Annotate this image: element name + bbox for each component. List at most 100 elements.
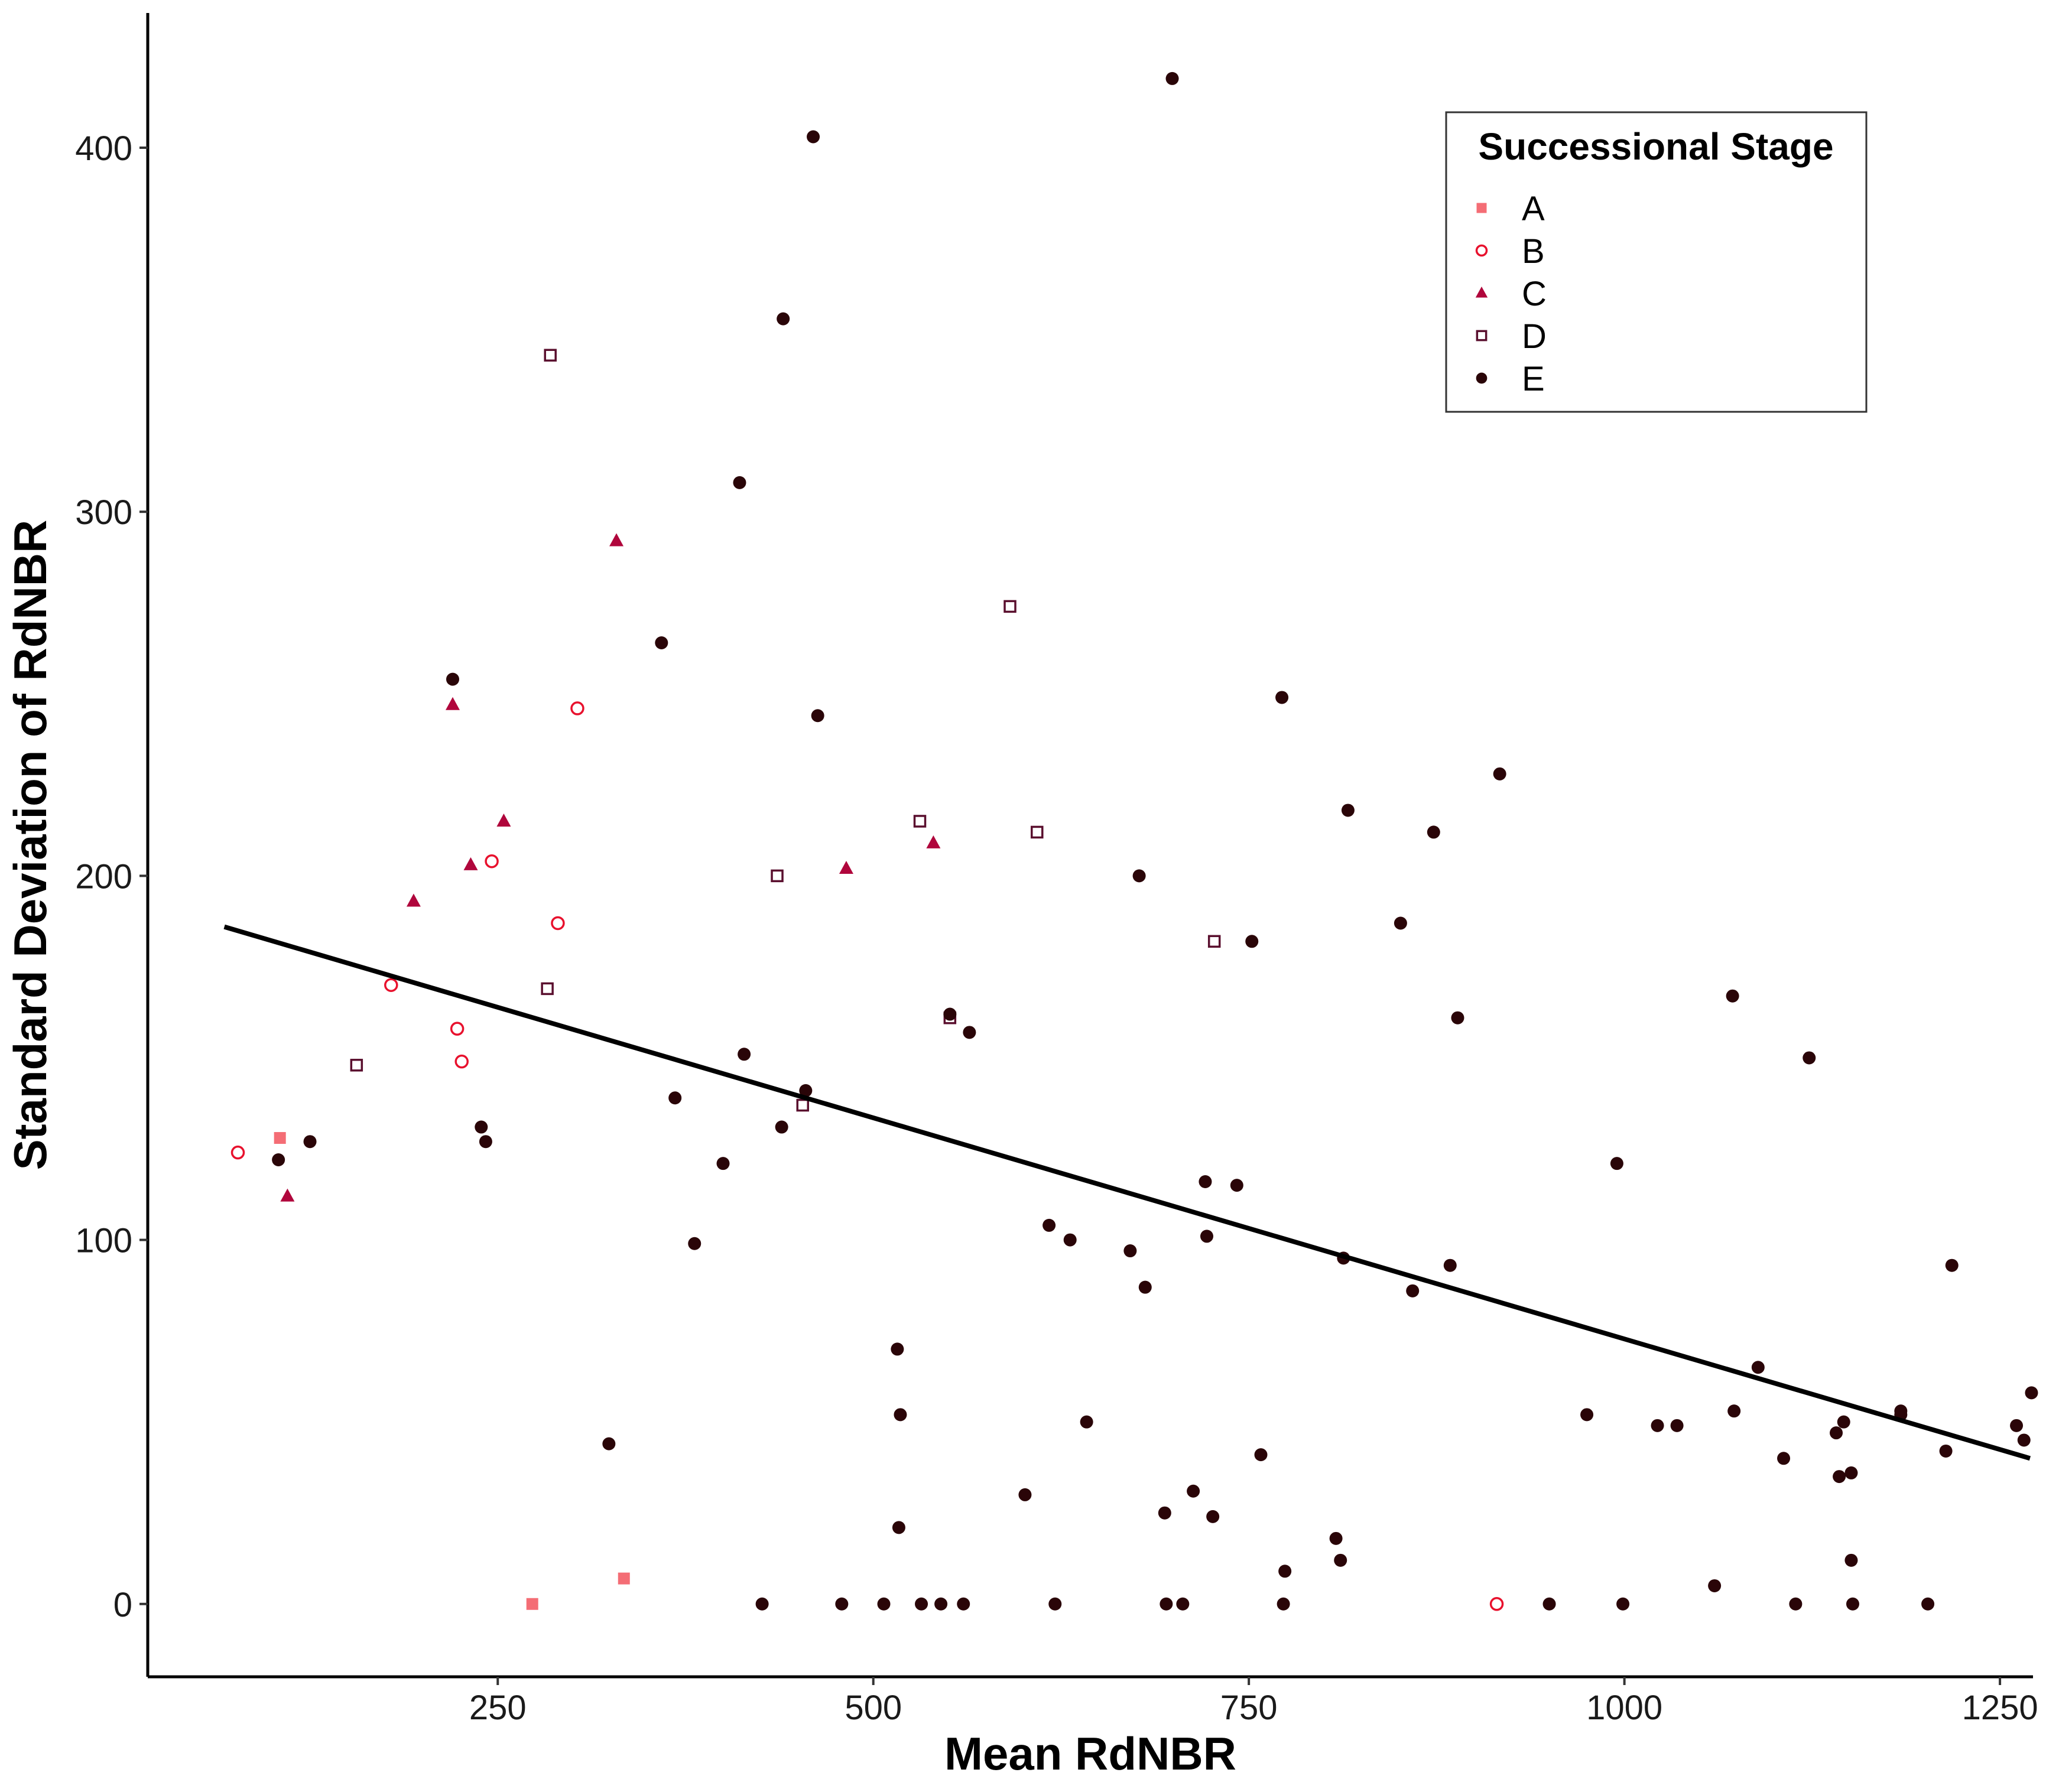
data-point-b [454,1054,469,1069]
data-point-e [1542,1597,1556,1611]
data-point-e [2017,1433,2031,1447]
data-point-e [688,1237,702,1250]
data-point-e [1616,1597,1630,1611]
data-point-e [1580,1408,1594,1422]
data-point-e [475,1120,488,1134]
x-tick-label: 250 [469,1689,527,1727]
data-point-e [303,1135,317,1149]
data-point-e [807,130,820,144]
legend-item-d: D [1476,317,1547,356]
x-tick-label: 750 [1220,1689,1278,1727]
data-point-c [839,861,853,874]
data-point-c [496,813,511,827]
data-point-e [716,1157,730,1170]
data-point-e [891,1342,904,1356]
data-point-e [1187,1484,1200,1498]
data-point-e [1063,1233,1077,1247]
data-point-e [1080,1415,1093,1429]
y-axis-title: Standard Deviation of RdNBR [4,520,56,1170]
axes [146,13,2033,1679]
data-point-b [1489,1597,1504,1611]
data-point-e [1138,1280,1152,1294]
data-point-e [1651,1419,1664,1432]
data-point-e [1334,1553,1347,1567]
data-point-b [551,916,565,931]
legend-label: B [1522,232,1545,271]
data-point-e [446,672,459,686]
data-point-e [1844,1553,1858,1567]
data-point-c [926,835,941,848]
data-point-e [755,1597,769,1611]
data-point-e [1206,1510,1220,1523]
data-point-d [1003,600,1016,613]
data-point-e [1833,1470,1846,1484]
series-b [230,701,1504,1611]
data-point-e [1254,1448,1268,1462]
data-point-e [1341,804,1355,817]
data-point-e [1846,1597,1859,1611]
data-point-e [963,1026,976,1039]
data-point-e [1406,1284,1420,1297]
data-point-b [384,978,398,992]
data-point-e [777,312,790,326]
data-point-e [894,1408,907,1422]
data-point-b [570,701,584,716]
data-point-d [541,982,554,996]
series-c [280,533,941,1202]
data-point-c [280,1188,295,1202]
legend-label: A [1522,190,1545,228]
x-tick-label: 1250 [1962,1689,2038,1727]
data-point-e [934,1597,948,1611]
data-point-e [1451,1011,1464,1025]
data-point-d [350,1059,363,1072]
data-point-e [835,1597,849,1611]
data-point-a [618,1572,630,1585]
data-point-e [1199,1175,1212,1188]
data-point-c [406,893,421,907]
y-tick-label: 200 [75,857,132,896]
data-point-e [1727,1404,1741,1418]
data-point-e [957,1597,970,1611]
data-point-d [1031,825,1044,839]
data-point-e [1245,935,1259,948]
data-point-e [1837,1415,1850,1429]
legend-label: D [1522,317,1547,356]
data-point-e [1610,1157,1623,1170]
data-point-e [1048,1597,1062,1611]
trend-line [223,924,2031,1461]
y-tick-label: 300 [75,493,132,532]
legend-box [1445,111,1868,413]
data-point-e [1158,1506,1171,1520]
data-point-e [1670,1419,1684,1432]
data-point-e [1777,1452,1791,1465]
data-point-e [1123,1244,1137,1258]
data-point-e [1443,1258,1457,1272]
legend-marker-d [1476,330,1488,342]
data-point-e [799,1084,813,1097]
data-point-e [1803,1051,1816,1065]
axis-ticks: 250 500 750 1000 1250 0 100 200 300 400 [75,129,2038,1727]
data-point-e [1043,1218,1056,1232]
legend-item-c: C [1475,275,1547,313]
data-point-e [1230,1179,1243,1192]
data-point-e [1726,989,1739,1003]
data-point-e [1275,691,1289,704]
data-point-e [1789,1597,1803,1611]
data-point-e [1427,825,1440,839]
legend-item-a: A [1476,190,1545,228]
y-tick-label: 400 [75,129,132,168]
data-point-e [1708,1579,1722,1592]
data-point-e [668,1091,682,1105]
data-point-a [526,1598,538,1610]
data-point-e [892,1521,905,1534]
data-point-e [1165,71,1179,85]
data-point-c [463,857,478,870]
data-point-c [445,697,460,710]
data-point-e [1945,1258,1959,1272]
data-point-e [479,1135,492,1149]
data-point-e [1200,1230,1213,1243]
legend-item-e: E [1476,360,1545,398]
x-tick-label: 500 [845,1689,902,1727]
